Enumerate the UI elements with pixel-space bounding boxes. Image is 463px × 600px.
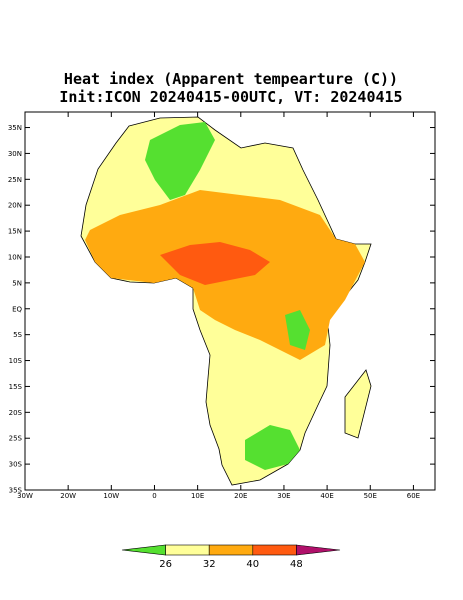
y-tick-label: 20S (9, 409, 23, 417)
colorbar-segment (165, 544, 210, 556)
y-tick-label: EQ (12, 305, 22, 313)
sahara-cool-zone (145, 122, 215, 200)
colorbar-segment (252, 544, 297, 556)
colorbar-label: 40 (246, 559, 259, 570)
y-tick-label: 15N (8, 228, 22, 236)
x-tick-label: 30E (277, 492, 290, 500)
y-tick-label: 35N (8, 124, 22, 132)
x-tick-label: 20W (60, 492, 76, 500)
x-tick-label: 10E (191, 492, 204, 500)
heat-zones (85, 122, 365, 470)
colorbar-segment (296, 544, 341, 556)
x-tick-label: 50E (364, 492, 377, 500)
colorbar-label: 48 (290, 559, 303, 570)
x-tick-label: 40E (320, 492, 333, 500)
hot-zone (160, 242, 270, 285)
y-tick-label: 10N (8, 253, 22, 261)
y-tick-label: 30S (9, 461, 23, 469)
y-tick-label: 25S (9, 435, 23, 443)
y-tick-label: 10S (9, 357, 23, 365)
south-cool-zone (245, 425, 300, 470)
colorbar-segment (121, 544, 166, 556)
colorbar-label: 26 (159, 559, 172, 570)
x-tick-label: 0 (152, 492, 156, 500)
map-frame (24, 111, 436, 491)
y-tick-label: 20N (8, 202, 22, 210)
y-tick-label: 15S (9, 383, 23, 391)
title: Heat index (Apparent tempearture (C)) (64, 70, 398, 88)
x-tick-label: 60E (407, 492, 420, 500)
colorbar: 26 32 40 48 (121, 544, 341, 570)
colorbar-label: 32 (203, 559, 216, 570)
colorbar-segment (208, 544, 254, 556)
y-tick-label: 5S (13, 331, 22, 339)
subtitle: Init:ICON 20240415-00UTC, VT: 20240415 (59, 88, 402, 106)
y-tick-label: 5N (12, 279, 22, 287)
y-tick-label: 35S (9, 487, 23, 495)
east-cool-zone (285, 310, 310, 350)
y-tick-label: 25N (8, 176, 22, 184)
madagascar (344, 369, 372, 439)
x-tick-label: 10W (103, 492, 119, 500)
x-tick-label: 30W (17, 492, 33, 500)
y-tick-label: 30N (8, 150, 22, 158)
x-tick-label: 20E (234, 492, 247, 500)
